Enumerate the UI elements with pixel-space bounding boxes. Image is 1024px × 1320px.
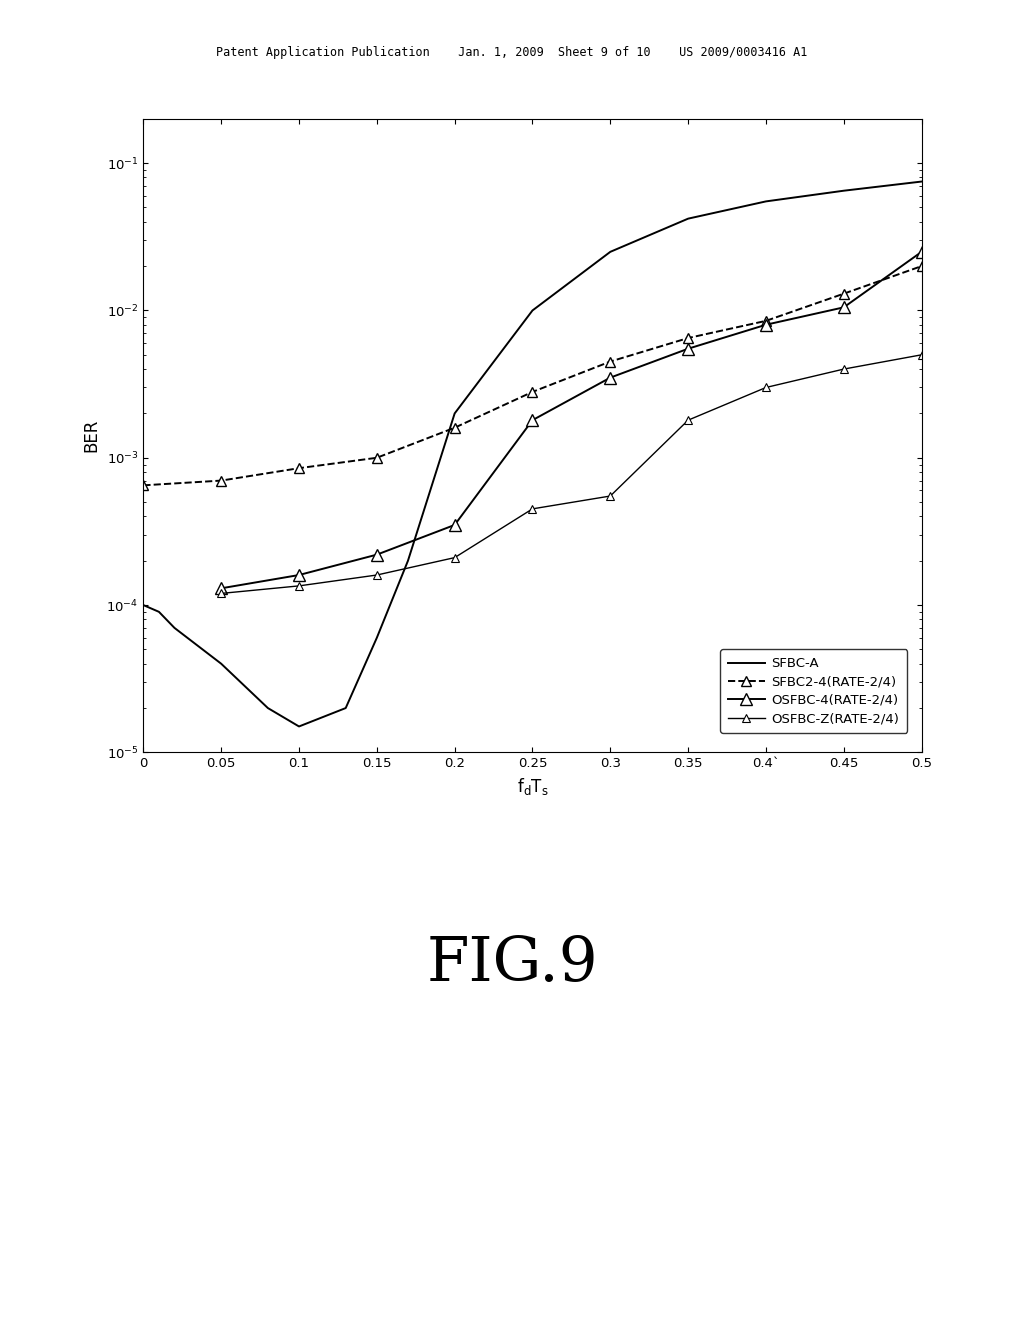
SFBC-A (168, 620, 180, 636)
OSFBC-Z(RATE-2/4) (682, 412, 694, 428)
OSFBC-4(RATE-2/4) (526, 412, 539, 428)
SFBC-A (604, 244, 616, 260)
SFBC2-4(RATE-2/4) (604, 354, 616, 370)
SFBC-A (401, 553, 414, 569)
SFBC2-4(RATE-2/4) (838, 285, 850, 301)
Text: FIG.9: FIG.9 (426, 933, 598, 994)
SFBC-A (371, 630, 383, 645)
SFBC-A (526, 302, 539, 318)
SFBC2-4(RATE-2/4) (449, 420, 461, 436)
SFBC-A (838, 182, 850, 198)
OSFBC-4(RATE-2/4) (371, 546, 383, 562)
SFBC-A (449, 405, 461, 421)
OSFBC-4(RATE-2/4) (915, 244, 928, 260)
SFBC-A (262, 700, 274, 715)
SFBC2-4(RATE-2/4) (137, 478, 150, 494)
OSFBC-Z(RATE-2/4) (526, 500, 539, 516)
OSFBC-4(RATE-2/4) (449, 517, 461, 533)
Line: OSFBC-Z(RATE-2/4): OSFBC-Z(RATE-2/4) (217, 351, 926, 598)
SFBC2-4(RATE-2/4) (293, 461, 305, 477)
SFBC-A (340, 700, 352, 715)
SFBC2-4(RATE-2/4) (371, 450, 383, 466)
SFBC-A (682, 211, 694, 227)
SFBC2-4(RATE-2/4) (526, 384, 539, 400)
OSFBC-4(RATE-2/4) (760, 317, 772, 333)
OSFBC-Z(RATE-2/4) (838, 362, 850, 378)
SFBC-A (137, 597, 150, 612)
OSFBC-4(RATE-2/4) (604, 370, 616, 385)
X-axis label: $\mathregular{f_d T_s}$: $\mathregular{f_d T_s}$ (517, 776, 548, 797)
SFBC-A (915, 174, 928, 190)
SFBC-A (153, 605, 165, 620)
OSFBC-Z(RATE-2/4) (915, 347, 928, 363)
Line: OSFBC-4(RATE-2/4): OSFBC-4(RATE-2/4) (216, 247, 927, 594)
OSFBC-Z(RATE-2/4) (371, 568, 383, 583)
Y-axis label: BER: BER (83, 418, 100, 453)
SFBC2-4(RATE-2/4) (682, 330, 694, 346)
SFBC-A (215, 656, 227, 672)
Line: SFBC2-4(RATE-2/4): SFBC2-4(RATE-2/4) (138, 261, 927, 490)
OSFBC-Z(RATE-2/4) (449, 549, 461, 565)
OSFBC-Z(RATE-2/4) (760, 380, 772, 396)
OSFBC-4(RATE-2/4) (838, 300, 850, 315)
OSFBC-4(RATE-2/4) (682, 341, 694, 356)
OSFBC-4(RATE-2/4) (215, 581, 227, 597)
OSFBC-Z(RATE-2/4) (604, 488, 616, 504)
SFBC-A (760, 194, 772, 210)
Line: SFBC-A: SFBC-A (143, 182, 922, 726)
SFBC2-4(RATE-2/4) (760, 313, 772, 329)
Text: Patent Application Publication    Jan. 1, 2009  Sheet 9 of 10    US 2009/0003416: Patent Application Publication Jan. 1, 2… (216, 46, 808, 59)
SFBC2-4(RATE-2/4) (215, 473, 227, 488)
OSFBC-4(RATE-2/4) (293, 568, 305, 583)
OSFBC-Z(RATE-2/4) (293, 578, 305, 594)
OSFBC-Z(RATE-2/4) (215, 586, 227, 602)
SFBC-A (293, 718, 305, 734)
SFBC2-4(RATE-2/4) (915, 259, 928, 275)
Legend: SFBC-A, SFBC2-4(RATE-2/4), OSFBC-4(RATE-2/4), OSFBC-Z(RATE-2/4): SFBC-A, SFBC2-4(RATE-2/4), OSFBC-4(RATE-… (720, 649, 907, 733)
